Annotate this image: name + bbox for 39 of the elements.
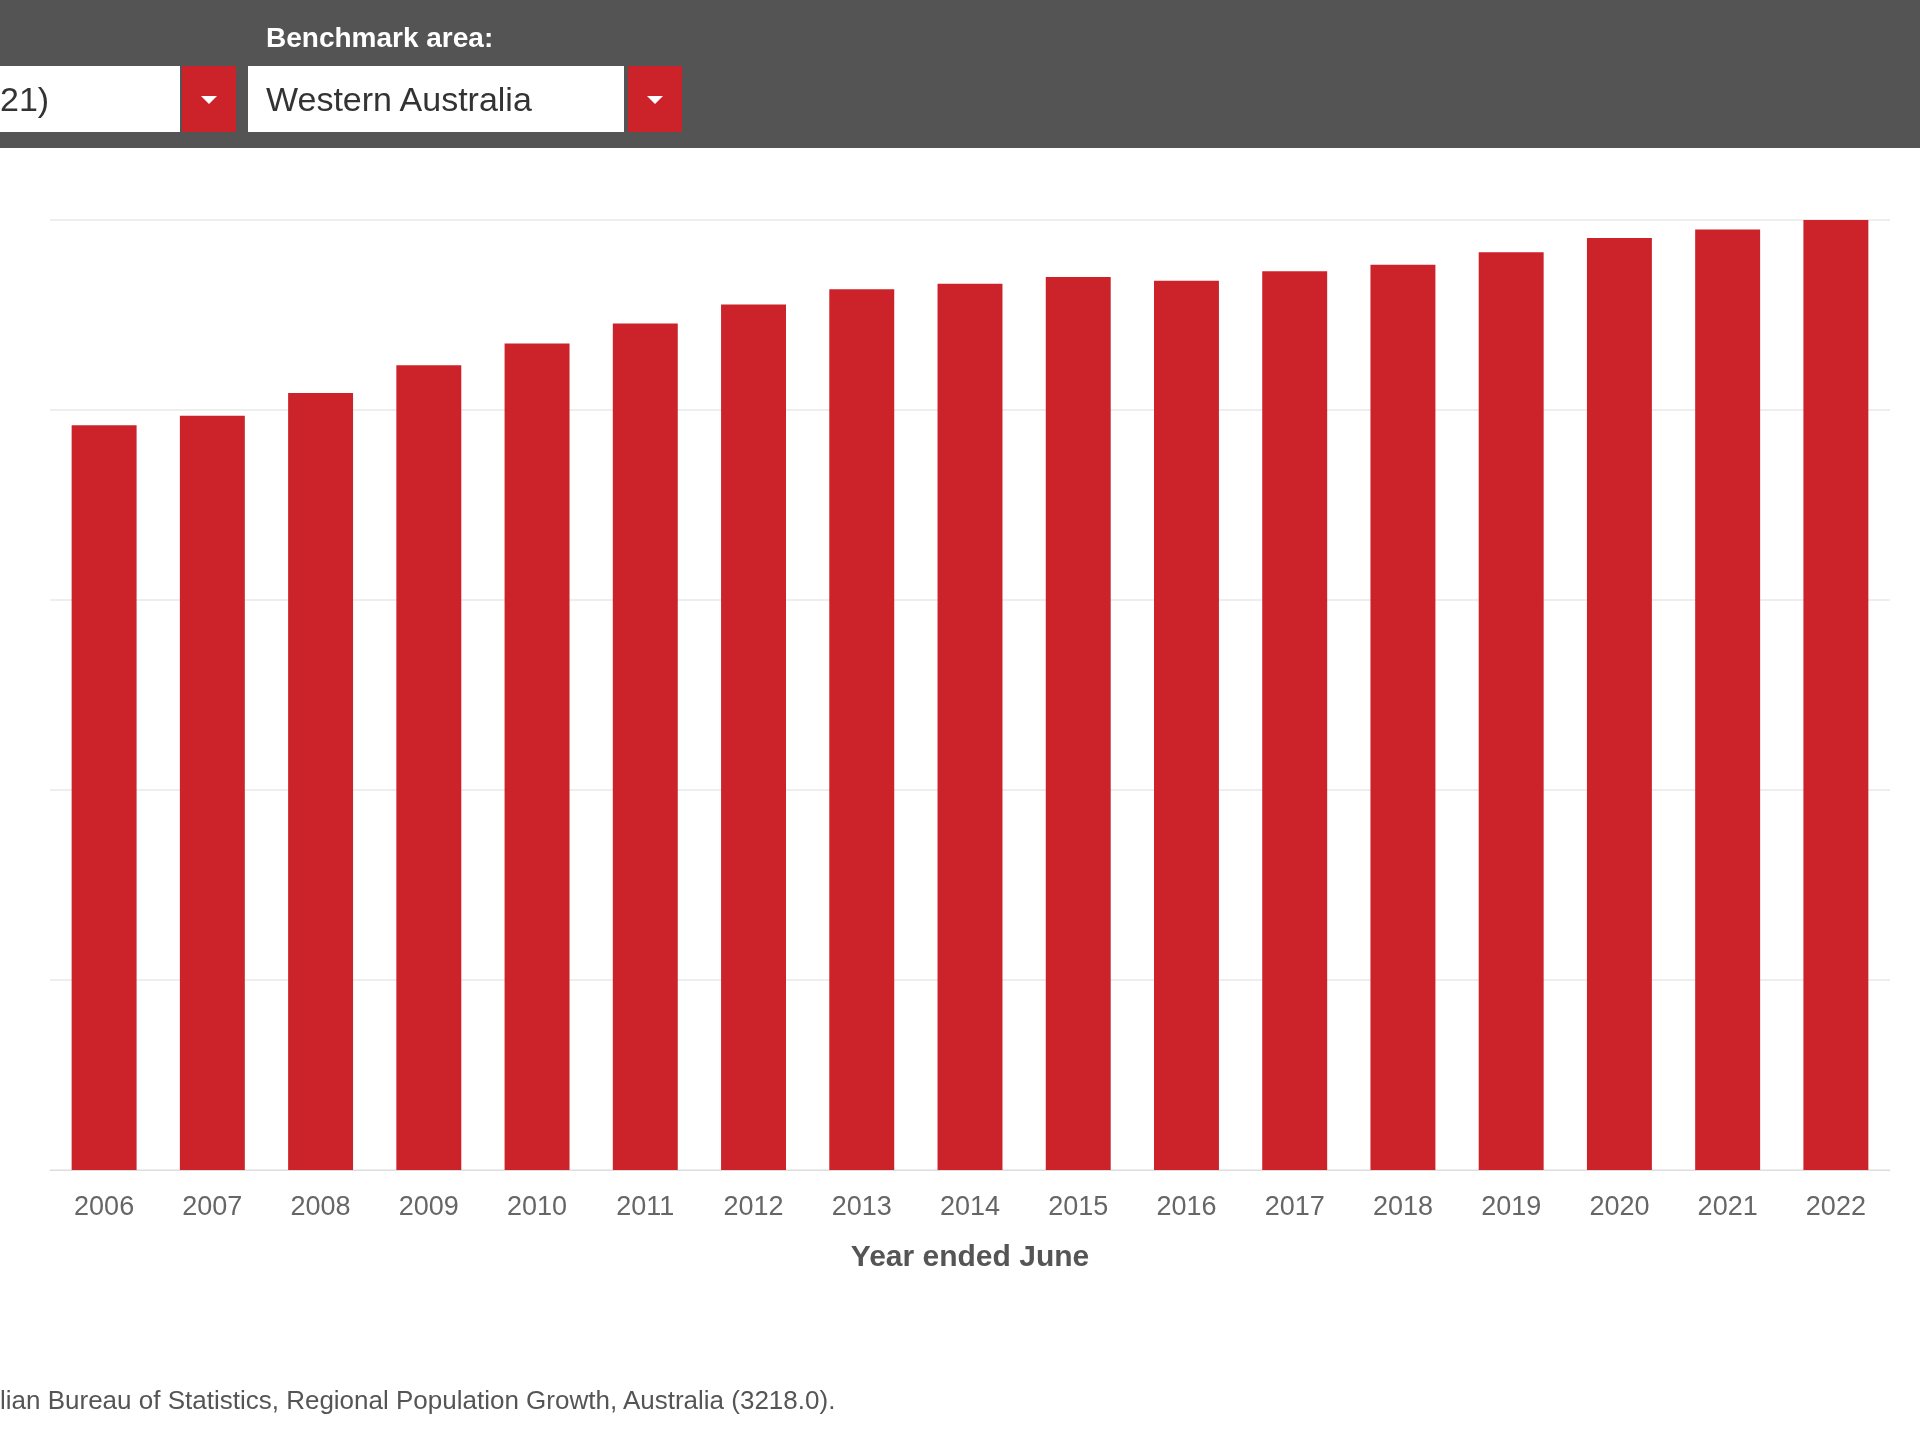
x-tick-label: 2021 (1697, 1190, 1758, 1221)
text: 21) (0, 66, 180, 132)
bar (1695, 229, 1761, 1170)
x-axis-title: Year ended June (850, 1238, 1090, 1272)
x-tick-label: 2006 (74, 1190, 135, 1221)
bar (396, 365, 462, 1170)
bar (1262, 271, 1328, 1170)
x-tick-label: 2013 (831, 1190, 892, 1221)
bar (179, 415, 245, 1170)
bar (829, 289, 895, 1170)
x-tick-label: 2016 (1156, 1190, 1217, 1221)
bar (1478, 252, 1544, 1170)
x-tick-label: 2020 (1589, 1190, 1650, 1221)
bar (71, 425, 137, 1170)
x-tick-label: 2011 (616, 1190, 675, 1221)
bar (1370, 264, 1436, 1170)
bar (288, 392, 354, 1170)
x-tick-label: 2012 (723, 1190, 784, 1221)
bar (504, 343, 570, 1170)
x-tick-label: 2022 (1805, 1190, 1866, 1221)
x-tick-label: 2014 (939, 1190, 1001, 1221)
x-tick-label: 2018 (1372, 1190, 1433, 1221)
x-tick-label: 2019 (1481, 1190, 1542, 1221)
text: Western Australia (248, 66, 624, 132)
x-tick-label: 2008 (290, 1190, 351, 1221)
x-tick-label: 2017 (1264, 1190, 1325, 1221)
x-tick-label: 2015 (1048, 1190, 1109, 1221)
x-tick-label: 2010 (507, 1190, 568, 1221)
bar (721, 304, 786, 1170)
x-tick-label: 2009 (398, 1190, 459, 1221)
bar (1045, 277, 1111, 1170)
bar (612, 323, 678, 1170)
bar (937, 283, 1003, 1170)
bar (1803, 220, 1869, 1170)
text: Benchmark area: (266, 22, 494, 54)
bar (1154, 280, 1219, 1170)
x-tick-label: 2007 (182, 1190, 243, 1221)
text: lian Bureau of Statistics, Regional Population Growth, Australia (3218.0). (0, 1385, 836, 1416)
bar (1586, 238, 1652, 1170)
